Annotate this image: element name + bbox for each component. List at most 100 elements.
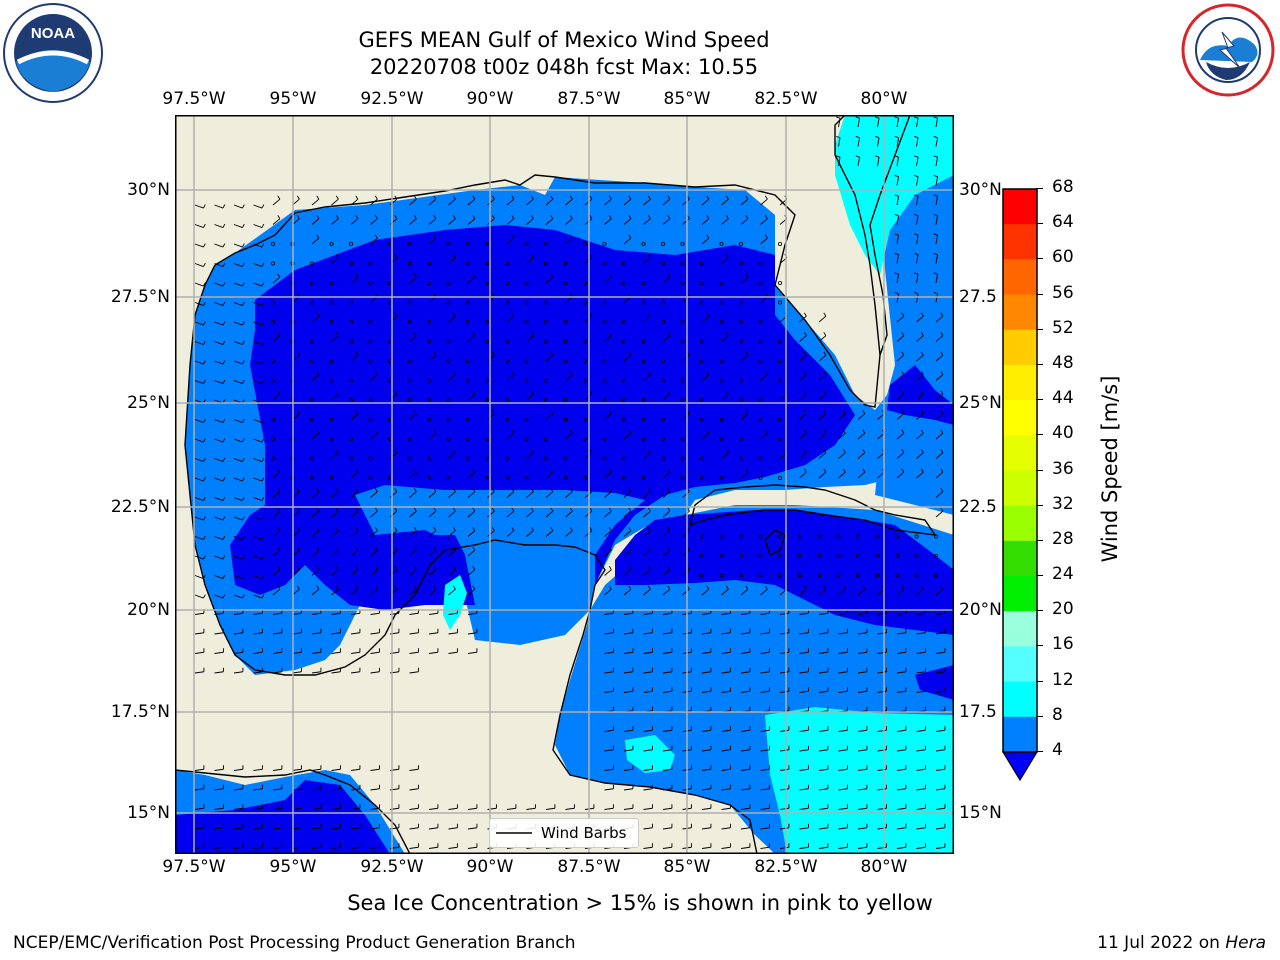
wind-barb [857, 667, 868, 674]
wind-barb [641, 397, 646, 402]
wind-barb [233, 765, 244, 771]
wind-barb [660, 319, 665, 324]
wind-barb [680, 436, 685, 441]
wind-barb [894, 233, 900, 245]
wind-barb [506, 527, 515, 537]
wind-barb [719, 300, 724, 305]
wind-barb [506, 429, 515, 440]
wind-barb [565, 429, 573, 440]
wind-barb [604, 215, 612, 225]
wind-barb [194, 321, 206, 326]
wind-barb [272, 195, 281, 206]
wind-barb [621, 456, 626, 461]
wind-barb [370, 648, 380, 654]
wind-barb [740, 843, 751, 849]
lon-label-bottom: 87.5°W [557, 857, 621, 877]
wind-barb [643, 371, 651, 381]
wind-barb [350, 843, 361, 849]
wind-barb [721, 585, 729, 596]
wind-barb [271, 242, 276, 247]
wind-barb [643, 546, 651, 557]
wind-barb [933, 174, 939, 186]
wind-barb [545, 527, 554, 537]
wind-barb [329, 417, 334, 422]
wind-barb [407, 378, 412, 383]
wind-barb [895, 573, 900, 578]
wind-barb [253, 804, 263, 810]
wind-barb [894, 213, 900, 225]
wind-barb [309, 358, 314, 363]
wind-barb [565, 804, 575, 810]
wind-barb [467, 390, 476, 401]
wind-barb [916, 468, 924, 479]
colorbar-tick-label: 48 [1052, 352, 1074, 373]
colorbar-tick-mark [1036, 539, 1043, 541]
wind-barb [331, 449, 339, 459]
wind-barb [194, 765, 205, 771]
wind-barb [896, 823, 907, 830]
wind-barb [253, 301, 265, 307]
wind-barb [214, 667, 224, 674]
wind-barb [779, 843, 790, 849]
wind-speed-colorbar [1002, 188, 1039, 782]
wind-barb [370, 234, 378, 245]
wind-barb [409, 765, 419, 771]
wind-barb [700, 261, 705, 266]
wind-barb [604, 745, 614, 752]
wind-barb [740, 351, 749, 362]
wind-barb [700, 475, 705, 480]
wind-barb [448, 648, 458, 654]
wind-barb [545, 351, 554, 362]
wind-barb [935, 410, 944, 420]
wind-barb [758, 397, 763, 402]
wind-barb [272, 585, 281, 596]
wind-barb [350, 628, 361, 635]
wind-barb [428, 527, 437, 537]
wind-barb [311, 667, 322, 674]
colorbar-tick-mark [1036, 223, 1043, 225]
wind-barb [838, 745, 848, 752]
wind-barb [604, 546, 612, 557]
wind-barb [857, 745, 868, 752]
wind-barb [779, 667, 790, 674]
wind-barb [855, 135, 861, 147]
wind-barb [409, 468, 417, 479]
colorbar-cell [1003, 435, 1037, 471]
wind-barb [799, 449, 807, 459]
wind-barb [526, 332, 534, 342]
wind-barb [446, 300, 451, 305]
colorbar-cell [1003, 259, 1037, 296]
wind-barb [448, 566, 456, 576]
wind-barb [214, 360, 226, 365]
wind-barb [543, 261, 548, 266]
wind-barb [467, 628, 478, 635]
wind-barb [739, 319, 744, 324]
wind-barb [896, 765, 907, 771]
wind-barb [935, 667, 946, 674]
wind-barb [545, 468, 554, 479]
wind-barb [799, 687, 809, 693]
wind-barb [643, 823, 653, 830]
wind-barb [563, 319, 568, 324]
wind-barb [875, 116, 880, 128]
noaa-logo: NOAA [3, 3, 103, 103]
wind-barb [409, 628, 419, 635]
wind-barb [662, 804, 673, 810]
wind-barb [740, 273, 749, 284]
wind-barb [623, 648, 634, 654]
wind-barb [526, 195, 534, 206]
wind-barb [818, 687, 829, 693]
wind-barb [680, 456, 685, 461]
wind-barb [271, 417, 276, 422]
wind-barb [368, 456, 373, 461]
wind-barb [914, 135, 919, 147]
wind-barb [933, 116, 939, 128]
wind-barb [233, 457, 245, 463]
wind-barb [253, 282, 265, 287]
wind-barb [485, 397, 490, 402]
wind-barb [604, 667, 614, 674]
lon-label-top: 82.5°W [754, 89, 818, 109]
wind-barb [311, 371, 320, 381]
wind-barb [272, 527, 281, 537]
wind-barb [194, 648, 205, 654]
